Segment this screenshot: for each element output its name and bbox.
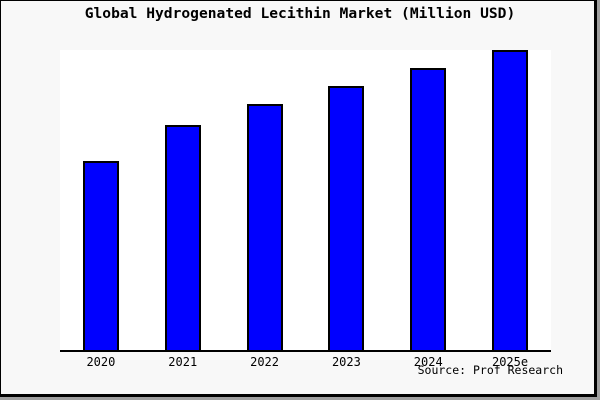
bar-2020 — [82, 161, 119, 350]
bar-slot — [60, 50, 142, 350]
x-tick-label: 2023 — [331, 355, 361, 369]
bar-slot — [305, 50, 387, 350]
x-tick-label: 2020 — [86, 355, 116, 369]
bar-2023 — [328, 86, 365, 350]
bar-2022 — [246, 104, 283, 350]
bar-slot — [142, 50, 224, 350]
x-tick-label: 2024 — [413, 355, 443, 369]
bar-2021 — [164, 125, 201, 350]
x-tick-label: 2025e — [491, 355, 529, 369]
source-credit: Source: Prof Research — [417, 363, 563, 377]
bar-slot — [469, 50, 551, 350]
x-axis-labels: 2020 2021 2022 2023 2024 2025e — [60, 355, 551, 369]
bar-2025e — [492, 50, 529, 350]
bar-slot — [387, 50, 469, 350]
chart-title: Global Hydrogenated Lecithin Market (Mil… — [84, 5, 516, 22]
x-tick-label: 2022 — [250, 355, 280, 369]
bar-2024 — [410, 68, 447, 350]
plot-area — [60, 50, 551, 352]
bar-slot — [224, 50, 306, 350]
x-tick-label: 2021 — [168, 355, 198, 369]
